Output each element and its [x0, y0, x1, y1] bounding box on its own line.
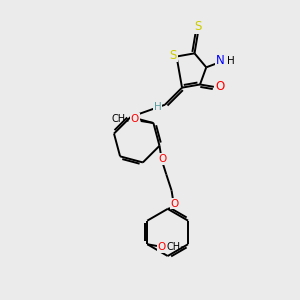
Text: O: O — [158, 154, 166, 164]
Text: N: N — [216, 54, 224, 68]
Text: O: O — [158, 242, 166, 252]
Text: CH₃: CH₃ — [167, 242, 185, 252]
Text: H: H — [227, 56, 235, 66]
Text: O: O — [131, 114, 139, 124]
Text: S: S — [194, 20, 202, 33]
Text: O: O — [170, 199, 178, 208]
Text: H: H — [154, 102, 161, 112]
Text: CH₃: CH₃ — [112, 114, 130, 124]
Text: O: O — [215, 80, 224, 93]
Text: S: S — [169, 49, 177, 62]
